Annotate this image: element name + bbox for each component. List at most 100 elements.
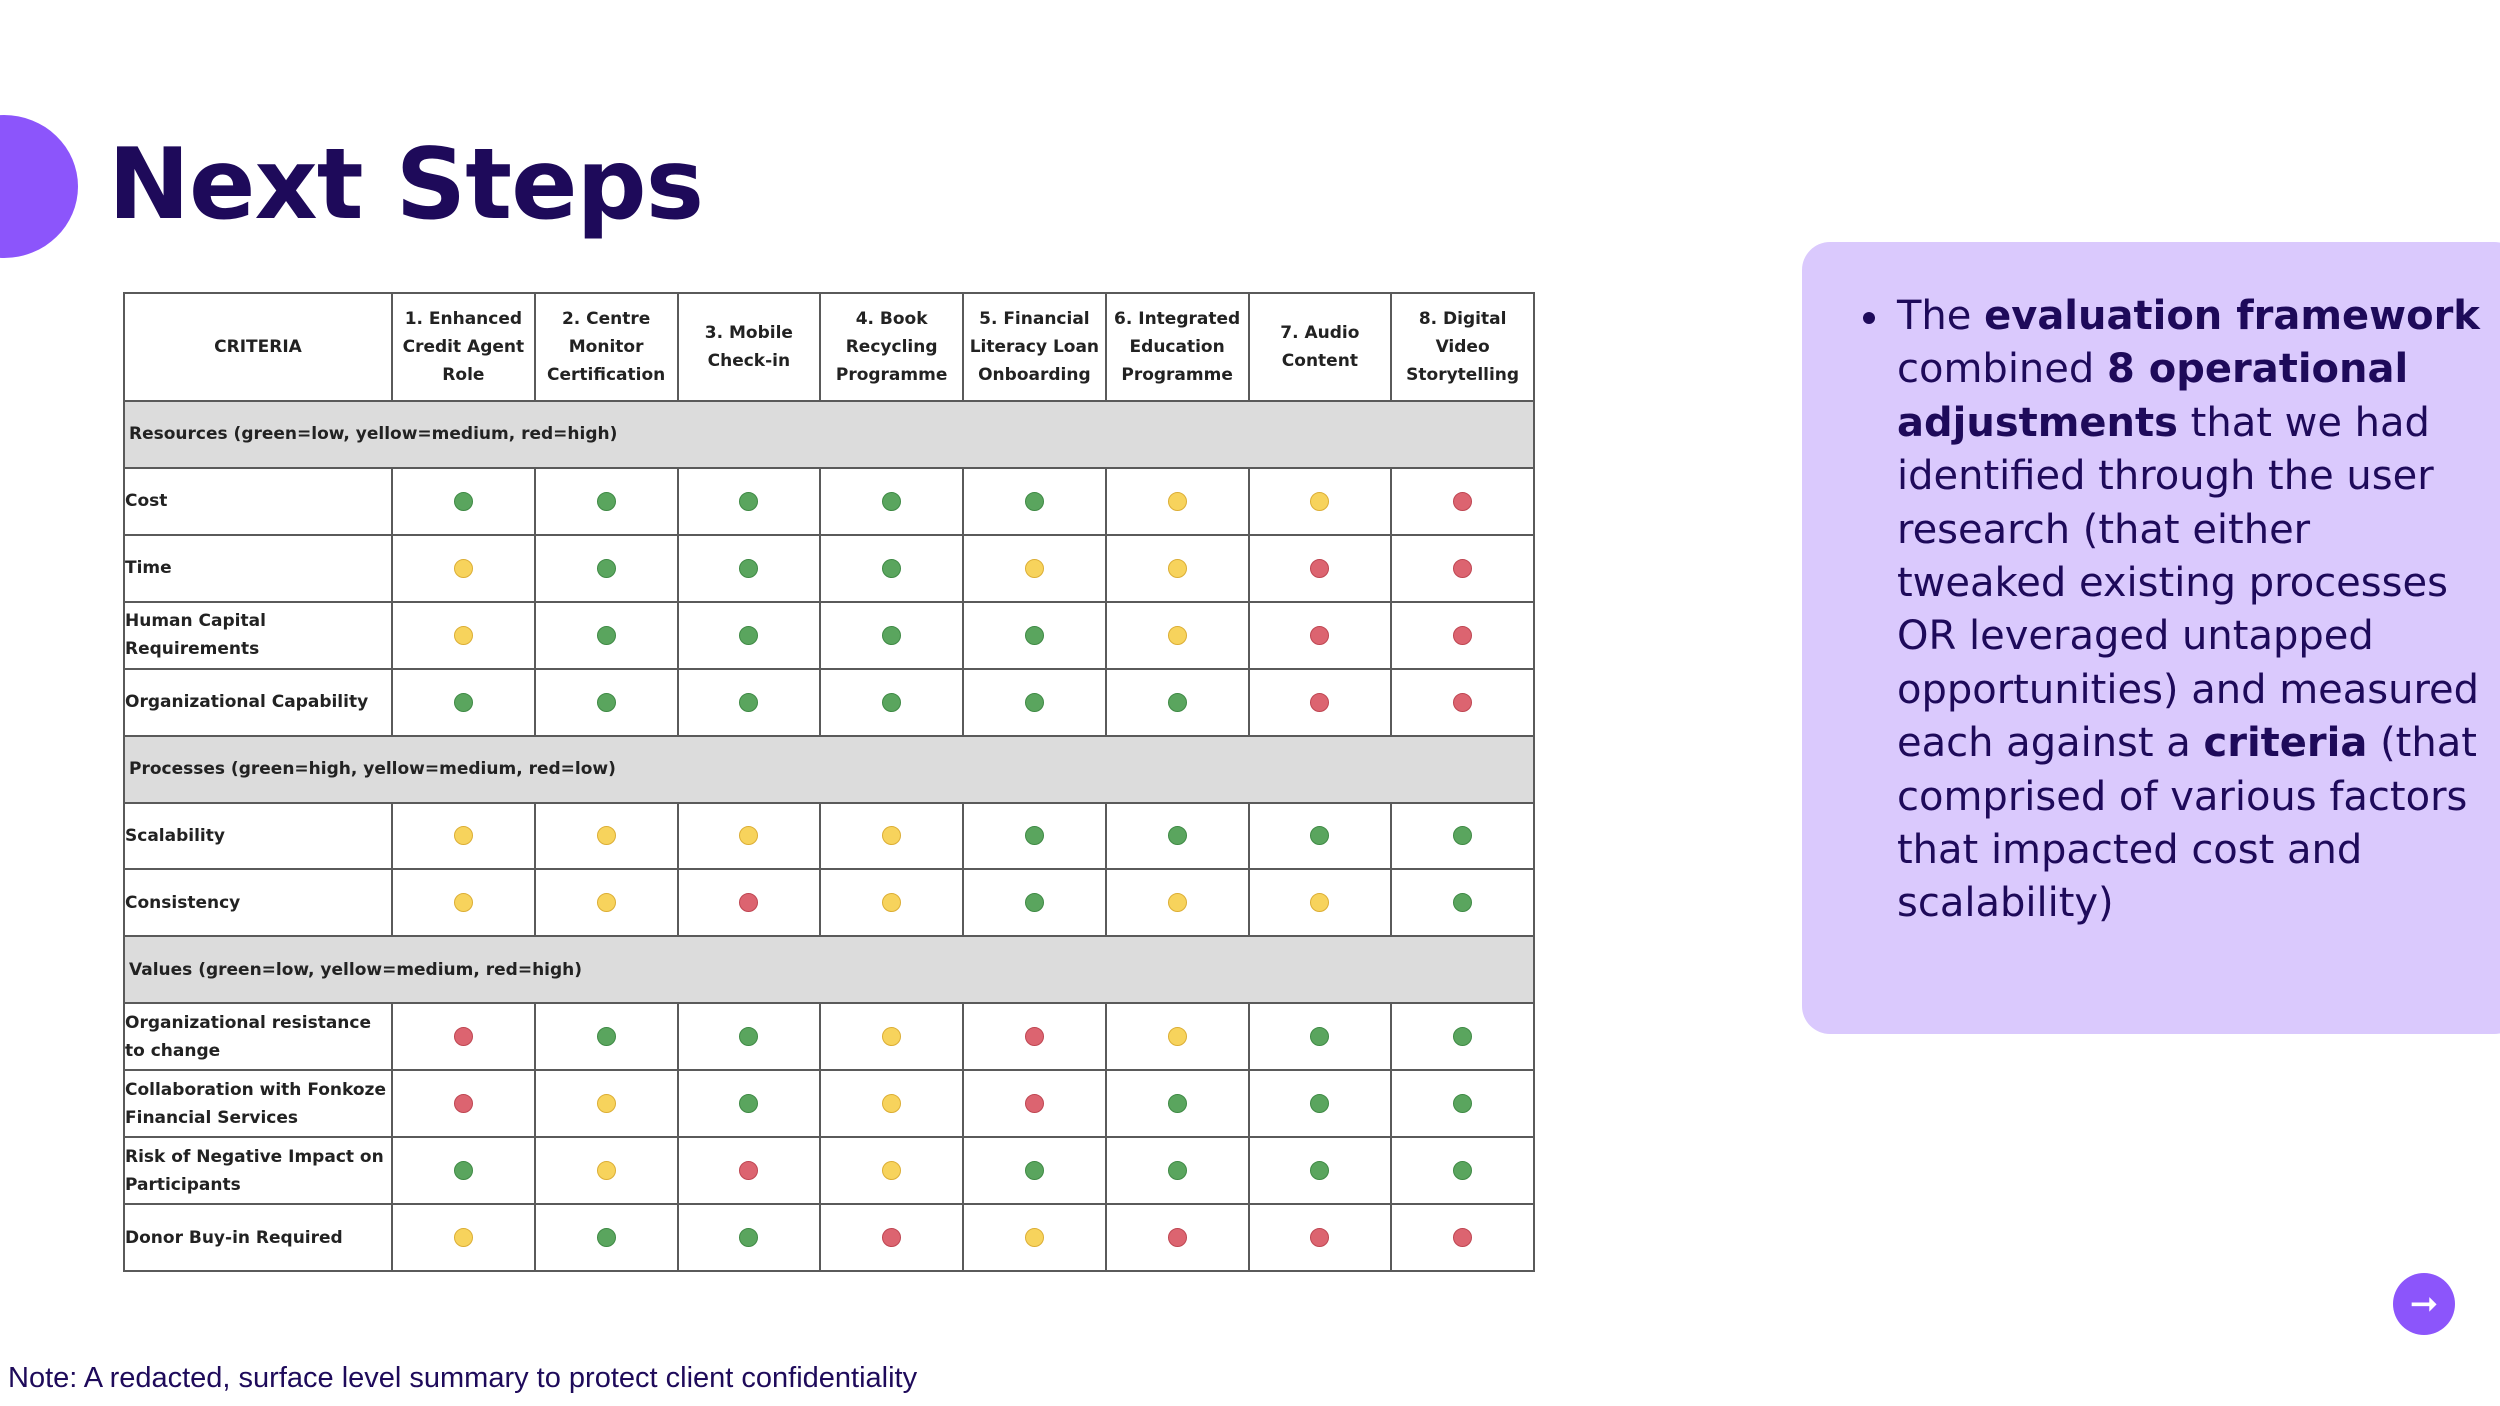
rating-cell bbox=[391, 1203, 536, 1272]
rating-cell bbox=[676, 667, 822, 737]
rating-cell bbox=[1390, 1136, 1535, 1206]
rating-cell bbox=[533, 1002, 679, 1072]
red-rating-dot-icon bbox=[1310, 692, 1330, 712]
summary-bullet: The evaluation framework combined 8 oper… bbox=[1863, 290, 2482, 931]
rating-cell bbox=[819, 1136, 964, 1206]
red-rating-dot-icon bbox=[739, 893, 759, 913]
rating-cell bbox=[676, 1002, 822, 1072]
criteria-header: CRITERIA bbox=[123, 292, 393, 402]
table-row: Consistency bbox=[123, 868, 1535, 938]
green-rating-dot-icon bbox=[1024, 1161, 1044, 1181]
rating-cell bbox=[819, 801, 964, 871]
rating-cell bbox=[1104, 533, 1250, 603]
next-button[interactable]: ➞ bbox=[2393, 1273, 2455, 1335]
rating-cell bbox=[819, 667, 964, 737]
green-rating-dot-icon bbox=[1167, 1161, 1187, 1181]
green-rating-dot-icon bbox=[739, 692, 759, 712]
yellow-rating-dot-icon bbox=[882, 1094, 902, 1114]
yellow-rating-dot-icon bbox=[453, 893, 473, 913]
yellow-rating-dot-icon bbox=[453, 558, 473, 578]
green-rating-dot-icon bbox=[1024, 491, 1044, 511]
red-rating-dot-icon bbox=[1310, 625, 1330, 645]
decorative-circle bbox=[0, 115, 78, 258]
rating-cell bbox=[1390, 1069, 1535, 1139]
rating-cell bbox=[391, 1002, 536, 1072]
rating-cell bbox=[1390, 1203, 1535, 1272]
yellow-rating-dot-icon bbox=[882, 1161, 902, 1181]
column-header: 1. Enhanced Credit Agent Role bbox=[391, 292, 536, 402]
green-rating-dot-icon bbox=[739, 625, 759, 645]
green-rating-dot-icon bbox=[1310, 1094, 1330, 1114]
red-rating-dot-icon bbox=[1310, 558, 1330, 578]
rating-cell bbox=[533, 801, 679, 871]
emphasis-text: evaluation framework bbox=[1984, 293, 2480, 339]
rating-cell bbox=[676, 1136, 822, 1206]
green-rating-dot-icon bbox=[1453, 1027, 1473, 1047]
rating-cell bbox=[1104, 600, 1250, 670]
green-rating-dot-icon bbox=[453, 1161, 473, 1181]
yellow-rating-dot-icon bbox=[453, 625, 473, 645]
rating-cell bbox=[819, 1203, 964, 1272]
rating-cell bbox=[819, 1002, 964, 1072]
red-rating-dot-icon bbox=[882, 1228, 902, 1248]
rating-cell bbox=[676, 533, 822, 603]
table-row: Risk of Negative Impact on Participants bbox=[123, 1136, 1535, 1206]
rating-cell bbox=[391, 868, 536, 938]
rating-cell bbox=[1390, 600, 1535, 670]
yellow-rating-dot-icon bbox=[1167, 625, 1187, 645]
rating-cell bbox=[1104, 1203, 1250, 1272]
yellow-rating-dot-icon bbox=[1310, 893, 1330, 913]
green-rating-dot-icon bbox=[1453, 1161, 1473, 1181]
red-rating-dot-icon bbox=[1310, 1228, 1330, 1248]
rating-cell bbox=[962, 466, 1107, 536]
rating-cell bbox=[962, 1136, 1107, 1206]
rating-cell bbox=[1247, 1203, 1393, 1272]
rating-cell bbox=[1390, 1002, 1535, 1072]
table-row: Scalability bbox=[123, 801, 1535, 871]
green-rating-dot-icon bbox=[1167, 826, 1187, 846]
column-header: 6. Integrated Education Programme bbox=[1104, 292, 1250, 402]
rating-cell bbox=[1104, 466, 1250, 536]
section-title: Resources (green=low, yellow=medium, red… bbox=[123, 400, 1535, 469]
yellow-rating-dot-icon bbox=[596, 826, 616, 846]
table-row: Organizational Capability bbox=[123, 667, 1535, 737]
table-row: Human Capital Requirements bbox=[123, 600, 1535, 670]
green-rating-dot-icon bbox=[1167, 1094, 1187, 1114]
rating-cell bbox=[1390, 868, 1535, 938]
green-rating-dot-icon bbox=[596, 491, 616, 511]
yellow-rating-dot-icon bbox=[882, 1027, 902, 1047]
rating-cell bbox=[533, 868, 679, 938]
rating-cell bbox=[676, 801, 822, 871]
emphasis-text: criteria bbox=[2203, 720, 2368, 767]
section-title: Values (green=low, yellow=medium, red=hi… bbox=[123, 935, 1535, 1005]
yellow-rating-dot-icon bbox=[1024, 558, 1044, 578]
rating-cell bbox=[1390, 667, 1535, 737]
rating-cell bbox=[676, 868, 822, 938]
green-rating-dot-icon bbox=[739, 491, 759, 511]
table-row: Collaboration with Fonkoze Financial Ser… bbox=[123, 1069, 1535, 1139]
red-rating-dot-icon bbox=[453, 1027, 473, 1047]
criterion-label: Collaboration with Fonkoze Financial Ser… bbox=[123, 1069, 393, 1139]
green-rating-dot-icon bbox=[739, 1027, 759, 1047]
yellow-rating-dot-icon bbox=[882, 893, 902, 913]
green-rating-dot-icon bbox=[739, 1094, 759, 1114]
table-row: Time bbox=[123, 533, 1535, 603]
rating-cell bbox=[962, 533, 1107, 603]
yellow-rating-dot-icon bbox=[453, 1228, 473, 1248]
rating-cell bbox=[391, 667, 536, 737]
rating-cell bbox=[391, 466, 536, 536]
rating-cell bbox=[391, 533, 536, 603]
rating-cell bbox=[962, 801, 1107, 871]
rating-cell bbox=[391, 1136, 536, 1206]
rating-cell bbox=[819, 466, 964, 536]
emphasis-text: 8 operational adjustments bbox=[1897, 346, 2409, 446]
rating-cell bbox=[1247, 801, 1393, 871]
body-text: combined bbox=[1897, 346, 2107, 393]
column-header: 3. Mobile Check-in bbox=[676, 292, 822, 402]
yellow-rating-dot-icon bbox=[1310, 491, 1330, 511]
rating-cell bbox=[1390, 533, 1535, 603]
rating-cell bbox=[533, 533, 679, 603]
table-body: Resources (green=low, yellow=medium, red… bbox=[123, 400, 1535, 1272]
green-rating-dot-icon bbox=[882, 625, 902, 645]
rating-cell bbox=[962, 868, 1107, 938]
